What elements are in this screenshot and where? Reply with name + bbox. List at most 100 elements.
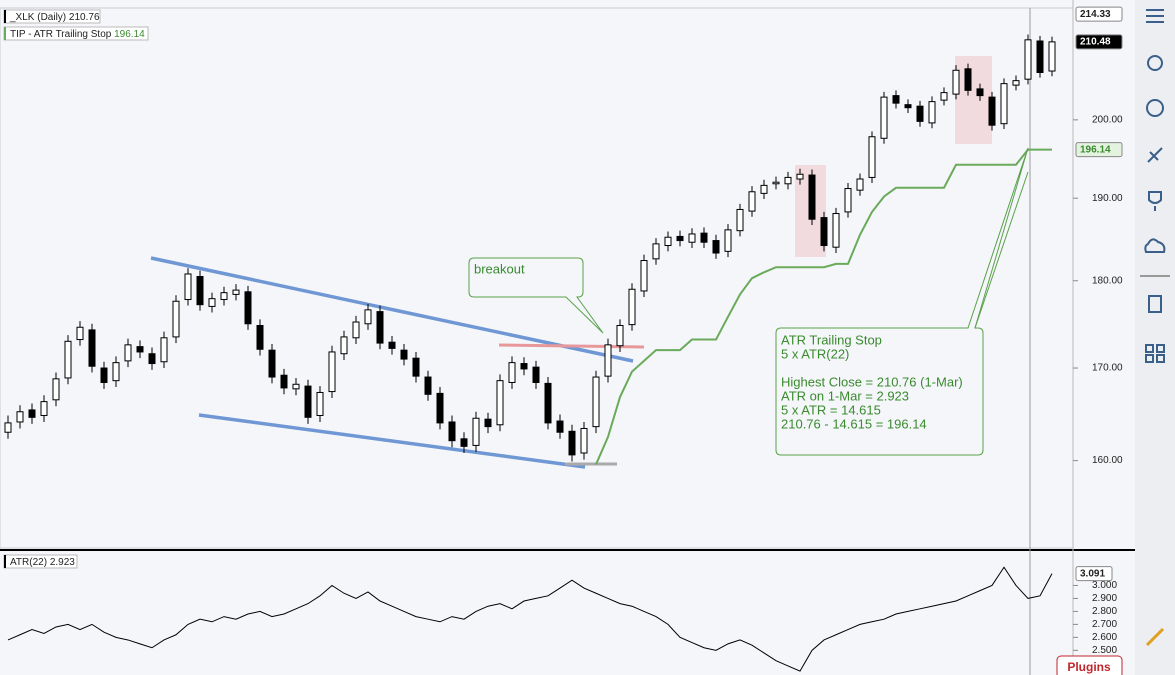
settings-icon[interactable] (1146, 9, 1164, 23)
candle-body (796, 173, 804, 180)
y-tick-label: 190.00 (1092, 193, 1123, 204)
candle-body (520, 363, 528, 370)
draw-icon[interactable] (1145, 627, 1165, 647)
callout (468, 257, 604, 334)
candle-body (616, 325, 624, 347)
legend-swatch (4, 10, 6, 23)
candle-body (280, 374, 288, 389)
candle-body (592, 376, 600, 428)
candle-body (544, 382, 552, 424)
grid-icon[interactable] (1145, 344, 1154, 353)
candle-body (820, 217, 828, 247)
plugins-label[interactable]: Plugins (1067, 660, 1111, 674)
value-badge-label: 210.48 (1080, 37, 1111, 48)
y-tick-label: 2.700 (1092, 619, 1117, 630)
candle-body (124, 344, 132, 362)
atr-line (7, 566, 1053, 672)
y-tick-label: 170.00 (1092, 363, 1123, 374)
candle-body (412, 357, 420, 377)
value-badge (1075, 566, 1113, 582)
annotation: ATR Trailing Stop (781, 332, 882, 347)
y-tick-label: 180.00 (1092, 275, 1123, 286)
y-tick-label: 2.600 (1092, 632, 1117, 643)
annotation: 5 x ATR(22) (781, 346, 849, 361)
value-badge (1075, 142, 1123, 158)
rocket-icon[interactable] (1147, 147, 1163, 163)
trend-line (150, 256, 634, 363)
candle-body (4, 422, 12, 433)
value-badge-label: 3.091 (1080, 568, 1105, 579)
candle-body (436, 392, 444, 424)
highlight-zone (955, 56, 992, 144)
candle-body (472, 417, 480, 446)
candle-body (964, 68, 972, 91)
candle-body (640, 260, 648, 292)
candle-body (688, 233, 696, 243)
callout (775, 147, 1029, 456)
candle-body (676, 235, 684, 242)
annotation: 210.76 - 14.615 = 196.14 (781, 416, 927, 431)
candle-body (376, 311, 384, 344)
candle-body (1000, 83, 1008, 125)
legend-swatch (4, 555, 6, 568)
candle-body (628, 288, 636, 326)
candle-body (904, 104, 912, 109)
cloud-icon[interactable] (1144, 238, 1166, 253)
legend-swatch (4, 27, 6, 40)
weather-icon[interactable] (1147, 55, 1163, 71)
candle-body (496, 380, 504, 426)
candle-body (736, 208, 744, 232)
candle-body (16, 411, 24, 423)
sidebar (1135, 0, 1175, 675)
candle-body (952, 69, 960, 95)
candle-body (976, 88, 984, 97)
candle-body (664, 236, 672, 247)
candle-body (880, 96, 888, 139)
candle-body (424, 376, 432, 395)
trophy-icon[interactable] (1148, 191, 1162, 211)
candle-body (1024, 39, 1032, 80)
candle-body (76, 326, 84, 341)
candle-body (712, 240, 720, 254)
annotation: breakout (474, 261, 525, 276)
candle-body (268, 349, 276, 378)
y-tick-label: 3.000 (1092, 580, 1117, 591)
candle-body (232, 289, 240, 295)
candle-body (160, 337, 168, 363)
candle-body (988, 96, 996, 126)
candle-body (532, 366, 540, 383)
candle-body (292, 383, 300, 390)
value-badge-label: 214.33 (1080, 9, 1111, 20)
candle-body (316, 391, 324, 416)
candle-body (388, 341, 396, 349)
candle-body (148, 353, 156, 365)
candle-body (832, 213, 840, 248)
plugins-button[interactable] (1056, 655, 1123, 675)
candle-body (652, 243, 660, 260)
sidebar-icons (1140, 9, 1170, 647)
candle-body (784, 176, 792, 185)
annotation: ATR on 1-Mar = 2.923 (781, 388, 909, 403)
candle-body (1036, 40, 1044, 73)
candle-body (196, 276, 204, 306)
y-tick-label: 160.00 (1092, 455, 1123, 466)
candle-body (28, 409, 36, 418)
candle-body (604, 344, 612, 377)
candle-body (88, 329, 96, 367)
candle-body (856, 178, 864, 191)
candle-body (340, 336, 348, 355)
candle-body (208, 298, 216, 307)
doc-icon[interactable] (1148, 295, 1162, 313)
legend-label: ATR(22) 2.923 (10, 557, 75, 568)
candle-body (508, 362, 516, 383)
candle-body (484, 418, 492, 428)
value-badge (1075, 6, 1123, 22)
candle-body (940, 92, 948, 101)
globe-icon[interactable] (1146, 99, 1164, 117)
candle-body (328, 351, 336, 393)
candle-body (760, 184, 768, 194)
candle-body (304, 385, 312, 418)
candle-body (808, 174, 816, 220)
candle-body (568, 430, 576, 456)
annotation: Highest Close = 210.76 (1-Mar) (781, 374, 963, 389)
